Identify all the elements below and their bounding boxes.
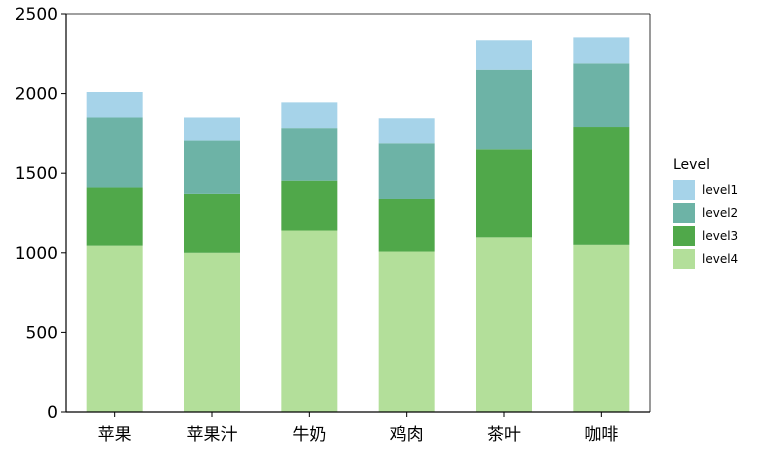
y-tick-label: 2000 xyxy=(15,85,58,105)
legend-swatch-level3 xyxy=(673,226,695,246)
bar-level1-3 xyxy=(378,118,435,144)
bar-level2-4 xyxy=(476,69,532,150)
legend-swatch-level1 xyxy=(673,180,695,200)
bar-level4-2 xyxy=(281,230,338,412)
bar-level2-5 xyxy=(573,63,630,128)
x-category-label: 鸡肉 xyxy=(390,425,424,445)
y-tick-label: 2500 xyxy=(15,5,58,25)
legend-swatch-level2 xyxy=(673,203,695,223)
x-category-label: 咖啡 xyxy=(584,425,618,445)
x-category-label: 茶叶 xyxy=(487,425,521,445)
legend-title: Level xyxy=(673,157,710,173)
bar-level2-1 xyxy=(184,140,240,194)
bar-level1-5 xyxy=(573,37,630,64)
y-tick-label: 500 xyxy=(26,323,58,343)
x-category-label: 牛奶 xyxy=(292,425,326,445)
bar-level4-4 xyxy=(476,237,532,412)
legend: Level level1 level2 level3 level4 xyxy=(673,157,738,269)
bar-level3-4 xyxy=(476,149,532,238)
bars-group xyxy=(86,37,630,412)
y-tick-label: 0 xyxy=(47,403,58,423)
bar-level3-0 xyxy=(86,187,143,246)
bar-level1-4 xyxy=(476,40,532,70)
legend-label-level3: level3 xyxy=(702,229,738,243)
y-tick-label: 1500 xyxy=(15,164,58,184)
axes-group: 0 500 1000 1500 2000 2500 苹果 苹果汁 牛奶 鸡肉 茶叶 咖啡 xyxy=(15,5,651,445)
bar-level2-3 xyxy=(378,143,435,199)
legend-label-level2: level2 xyxy=(702,206,738,220)
bar-level3-5 xyxy=(573,127,630,245)
bar-level3-1 xyxy=(184,193,240,253)
x-category-label: 苹果汁 xyxy=(187,425,238,445)
legend-swatch-level4 xyxy=(673,249,695,269)
bar-level1-2 xyxy=(281,102,338,129)
bar-level4-1 xyxy=(184,252,240,412)
bar-level3-3 xyxy=(378,198,435,252)
bar-level1-1 xyxy=(184,117,240,141)
y-tick-label: 1000 xyxy=(15,244,58,264)
bar-level4-0 xyxy=(86,245,143,412)
bar-level2-0 xyxy=(86,117,143,188)
legend-label-level1: level1 xyxy=(702,183,738,197)
bar-level3-2 xyxy=(281,180,338,231)
legend-label-level4: level4 xyxy=(702,252,738,266)
x-category-label: 苹果 xyxy=(98,425,132,445)
bar-level4-3 xyxy=(378,251,435,412)
bar-level4-5 xyxy=(573,244,630,412)
bar-level2-2 xyxy=(281,128,338,181)
bar-level1-0 xyxy=(86,92,143,118)
